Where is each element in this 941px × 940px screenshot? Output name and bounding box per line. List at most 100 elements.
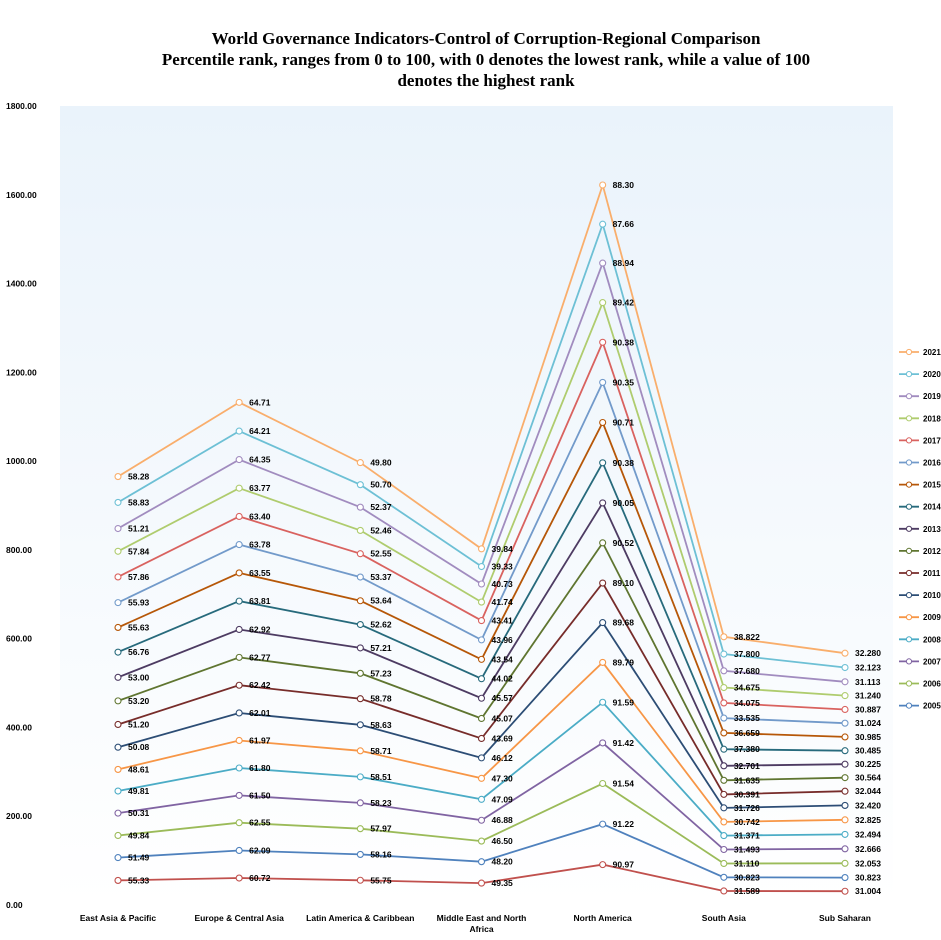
data-label-2021: 88.30 <box>613 180 635 190</box>
y-tick-label: 600.00 <box>6 634 32 644</box>
data-point-2020 <box>477 562 486 571</box>
data-label-2016: 33.535 <box>734 713 760 723</box>
data-label-2012: 90.52 <box>613 538 635 548</box>
data-label-2008: 31.371 <box>734 831 760 841</box>
data-point-2011 <box>720 790 728 798</box>
data-point-2018 <box>477 598 486 606</box>
legend-swatch-marker <box>905 481 913 488</box>
data-label-2010: 62.01 <box>249 708 271 718</box>
data-point-2009 <box>356 747 364 755</box>
legend-label: 2005 <box>923 702 941 711</box>
data-point-base <box>599 861 607 869</box>
data-label-2018: 57.84 <box>128 546 150 556</box>
legend-swatch-marker <box>905 614 913 621</box>
data-label-base: 55.75 <box>370 875 392 885</box>
legend-label: 2010 <box>923 591 941 600</box>
data-label-2015: 36.659 <box>734 728 760 738</box>
data-label-2015: 63.55 <box>249 568 271 578</box>
legend-swatch-marker <box>905 658 913 665</box>
data-point-2021 <box>720 633 728 641</box>
data-label-2017: 90.38 <box>613 337 635 347</box>
data-point-2017 <box>235 512 243 521</box>
data-point-base <box>114 876 122 884</box>
legend-label: 2012 <box>923 547 941 556</box>
data-label-2009: 30.742 <box>734 817 760 827</box>
legend-swatch-marker <box>905 680 913 687</box>
data-point-2021 <box>477 545 486 553</box>
data-point-2011 <box>477 734 486 743</box>
data-point-2014 <box>599 459 607 467</box>
data-point-2005 <box>235 846 243 855</box>
data-label-2017: 30.887 <box>855 704 881 714</box>
legend-swatch-marker <box>905 437 913 444</box>
data-label-2018: 63.77 <box>249 483 271 493</box>
data-point-2005 <box>720 873 728 881</box>
data-label-2017: 57.86 <box>128 572 150 582</box>
data-label-2005: 91.22 <box>613 819 635 829</box>
data-point-2008 <box>599 698 607 706</box>
y-tick-label: 800.00 <box>6 545 32 555</box>
data-point-2021 <box>114 473 122 481</box>
legend-label: 2016 <box>923 459 941 468</box>
legend-label: 2009 <box>923 613 941 622</box>
data-point-2017 <box>114 573 122 581</box>
data-label-2015: 43.54 <box>492 654 514 664</box>
data-label-base: 60.72 <box>249 873 271 883</box>
data-point-2018 <box>356 526 364 534</box>
data-point-2007 <box>599 739 607 747</box>
data-label-2014: 37.380 <box>734 744 760 754</box>
data-point-2016 <box>235 541 243 549</box>
y-tick-label: 200.00 <box>6 811 32 821</box>
data-point-2019 <box>477 580 486 588</box>
data-point-2019 <box>356 503 364 511</box>
data-point-2013 <box>114 673 122 681</box>
data-label-2007: 31.493 <box>734 845 760 855</box>
legend-label: 2020 <box>923 370 941 379</box>
legend-label: 2011 <box>923 569 941 578</box>
data-label-2013: 30.225 <box>855 759 881 769</box>
data-label-2011: 51.20 <box>128 719 150 729</box>
y-tick-label: 1000.00 <box>6 456 37 466</box>
data-point-2008 <box>356 773 364 781</box>
data-point-2005 <box>114 854 122 862</box>
data-label-2016: 53.37 <box>370 572 392 582</box>
data-label-2012: 45.07 <box>492 713 514 723</box>
y-tick-label: 1200.00 <box>6 367 37 377</box>
legend-swatch-marker <box>905 525 913 532</box>
legend-swatch-marker <box>905 415 913 422</box>
data-label-2006: 62.55 <box>249 818 271 828</box>
legend-label: 2021 <box>923 348 941 357</box>
data-label-2014: 63.81 <box>249 596 271 606</box>
legend-swatch-marker <box>905 636 913 643</box>
data-label-2020: 58.83 <box>128 497 150 507</box>
data-label-2014: 52.62 <box>370 620 392 630</box>
data-label-2021: 49.80 <box>370 458 392 468</box>
legend-swatch-marker <box>905 592 913 599</box>
data-point-2005 <box>841 874 849 882</box>
data-label-2016: 31.024 <box>855 718 881 728</box>
data-label-2013: 53.00 <box>128 672 150 682</box>
chart-title-line-2: Percentile rank, ranges from 0 to 100, w… <box>161 50 811 69</box>
data-label-2013: 90.05 <box>613 498 635 508</box>
data-point-2016 <box>720 714 728 722</box>
data-point-2010 <box>841 801 849 809</box>
data-point-base <box>235 874 243 882</box>
y-tick-label: 0.00 <box>6 900 23 910</box>
data-point-2019 <box>235 456 243 464</box>
legend-swatch-marker <box>905 569 913 577</box>
data-point-2014 <box>114 648 122 656</box>
data-point-2006 <box>114 831 122 840</box>
data-point-base <box>720 887 728 895</box>
legend-swatch-marker <box>905 393 913 400</box>
data-label-2021: 39.84 <box>492 544 514 554</box>
data-point-2020 <box>235 427 243 435</box>
legend-label: 2018 <box>923 414 941 423</box>
data-point-2009 <box>235 736 243 745</box>
x-tick-label: South Asia <box>702 913 746 923</box>
data-point-2012 <box>477 714 486 723</box>
data-point-2015 <box>477 655 486 663</box>
data-label-2009: 58.71 <box>370 746 392 756</box>
data-label-2005: 48.20 <box>492 857 514 867</box>
data-point-2017 <box>720 699 728 707</box>
data-label-2017: 63.40 <box>249 511 271 521</box>
